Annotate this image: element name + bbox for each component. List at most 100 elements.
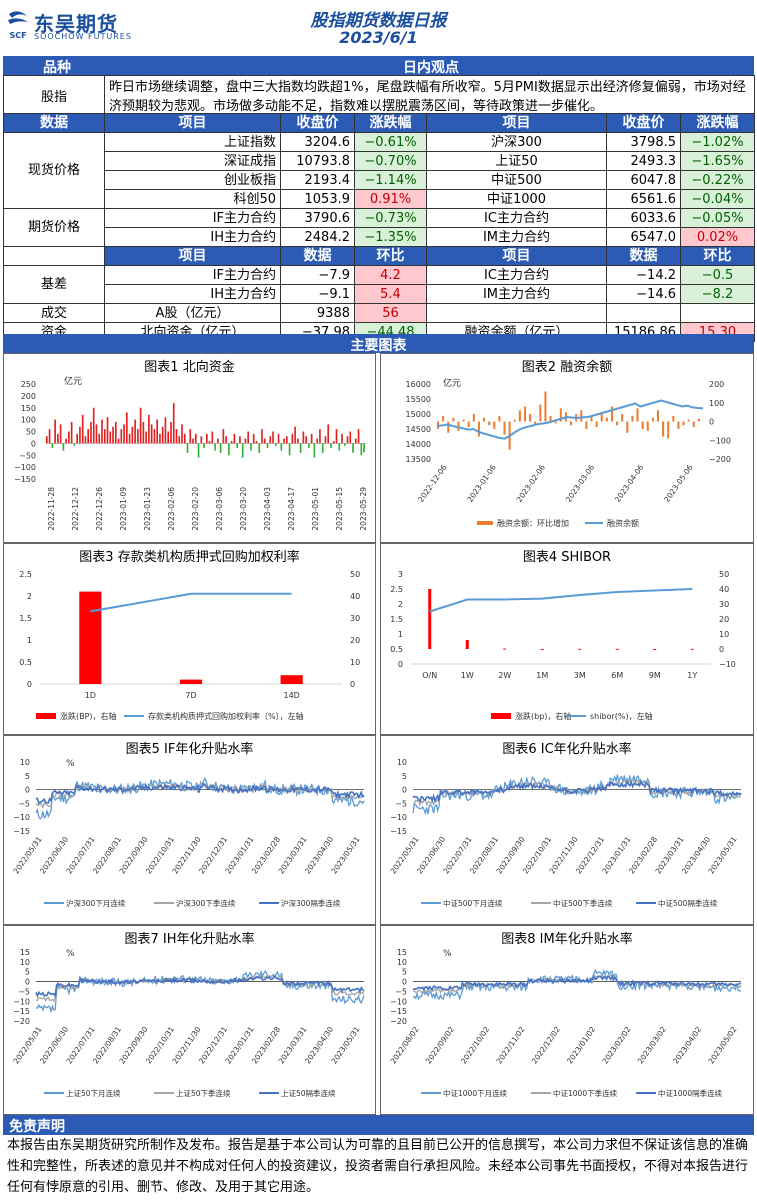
x-category-label: 6M bbox=[611, 671, 623, 680]
northbound-bar bbox=[206, 433, 208, 444]
y-left-tick-label: 2.5 bbox=[19, 570, 32, 579]
legend-label: 沪深300下月连续 bbox=[66, 898, 126, 908]
margin-change-bar bbox=[462, 419, 465, 422]
y-left-tick-label: 2.5 bbox=[390, 585, 403, 594]
price-header-close2: 收盘价 bbox=[606, 113, 681, 133]
margin-change-bar bbox=[447, 421, 450, 433]
y-right-tick-label: 40 bbox=[350, 592, 360, 601]
x-category-label: 3M bbox=[574, 671, 586, 680]
y-right-tick-label: 50 bbox=[350, 570, 360, 579]
spot-row: 科创50 1053.9 0.91% 中证1000 6561.6 −0.04% bbox=[4, 189, 755, 209]
basis-header-item2: 项目 bbox=[426, 246, 607, 266]
x-tick-label: 2022-12-26 bbox=[95, 487, 104, 531]
y-right-tick-label: 20 bbox=[719, 615, 729, 624]
northbound-bar bbox=[283, 438, 285, 444]
report-title: 股指期货数据日报 bbox=[310, 11, 447, 31]
legend-label: 上证50隔季连续 bbox=[281, 1088, 336, 1098]
spot-change-left: −0.61% bbox=[354, 132, 427, 152]
volume-empty-1 bbox=[426, 303, 607, 323]
northbound-bar bbox=[277, 433, 280, 444]
basis-rows: 基差 IF主力合约 −7.9 4.2 IC主力合约 −14.2 −0.5 IH主力合约 −9.1… bbox=[3, 265, 755, 304]
northbound-bar bbox=[327, 424, 330, 444]
northbound-bar bbox=[330, 443, 332, 449]
change-bar bbox=[428, 589, 432, 649]
legend-swatch-bar bbox=[491, 713, 511, 719]
spot-value-right: 2493.3 bbox=[606, 151, 681, 171]
x-tick-label: 2023-04-03 bbox=[263, 487, 272, 531]
northbound-bar bbox=[183, 433, 186, 444]
price-header-data: 数据 bbox=[3, 113, 105, 133]
northbound-bar bbox=[208, 441, 211, 444]
change-bar bbox=[578, 648, 582, 650]
northbound-bar bbox=[316, 438, 318, 444]
northbound-bar bbox=[360, 443, 363, 456]
northbound-bar bbox=[247, 431, 250, 444]
northbound-bar bbox=[236, 443, 238, 449]
spot-value-left: 3204.6 bbox=[280, 132, 355, 152]
northbound-bar bbox=[153, 429, 156, 444]
northbound-bar bbox=[106, 417, 109, 444]
x-tick-label: 2022/11/02 bbox=[494, 1025, 526, 1066]
view-col-opinion: 日内观点 bbox=[403, 60, 459, 76]
basis-label: 基差 bbox=[3, 265, 105, 304]
y-left-tick-label: 1.5 bbox=[19, 614, 32, 623]
volume-empty-2 bbox=[606, 303, 681, 323]
view-label: 股指 bbox=[3, 75, 105, 119]
y-tick-label: −15 bbox=[390, 827, 407, 836]
y-tick-label: 0 bbox=[402, 786, 407, 795]
chart-title: 图表8 IM年化升贴水率 bbox=[501, 932, 633, 947]
margin-change-bar bbox=[605, 417, 608, 422]
northbound-bar bbox=[297, 438, 299, 444]
logo-chinese-name: 东吴期货 bbox=[34, 12, 118, 36]
northbound-bar bbox=[252, 433, 255, 444]
northbound-bar bbox=[219, 443, 222, 453]
chart-panel-8: 图表8 IM年化升贴水率 15 10 5 0 −5 −10 −15 −20% 2022/08/02… bbox=[380, 925, 754, 1115]
northbound-bar bbox=[65, 438, 67, 444]
futures-value-left: 3790.6 bbox=[280, 208, 355, 228]
report-header: SCF 东吴期货 SOOCHOW FUTURES 股指期货数据日报 2023/6… bbox=[0, 0, 757, 52]
legend-label: 中证1000下月连续 bbox=[443, 1088, 508, 1098]
y-tick-label: 200 bbox=[21, 392, 36, 401]
margin-change-bar bbox=[662, 421, 665, 437]
northbound-bar bbox=[131, 426, 134, 444]
basis-item-left: IF主力合约 bbox=[104, 265, 281, 285]
x-category-label: 1M bbox=[536, 671, 548, 680]
y-right-tick-label: 30 bbox=[719, 600, 729, 609]
northbound-bar bbox=[258, 443, 261, 453]
x-category-label: O/N bbox=[422, 671, 437, 680]
y-tick-label: −10 bbox=[13, 813, 30, 822]
x-tick-label: 2022/08/02 bbox=[388, 1025, 420, 1066]
northbound-bar bbox=[161, 426, 164, 444]
northbound-bar bbox=[70, 422, 73, 444]
company-logo: SCF 东吴期货 SOOCHOW FUTURES bbox=[6, 8, 131, 44]
northbound-bar bbox=[150, 424, 153, 444]
northbound-bar bbox=[211, 431, 214, 444]
northbound-bar bbox=[51, 443, 54, 449]
spot-row: 现货价格 上证指数 3204.6 −0.61% 沪深300 3798.5 −1.02% bbox=[3, 132, 755, 209]
x-tick-label: 2023/05/02 bbox=[706, 1025, 738, 1066]
northbound-bar bbox=[139, 407, 142, 444]
y-tick-label: 150 bbox=[21, 404, 36, 413]
y-left-tick-label: 0.5 bbox=[390, 645, 403, 654]
y-tick-label: −15 bbox=[13, 827, 30, 836]
y-left-tick-label: 15500 bbox=[406, 395, 431, 404]
basis-value-left: −9.1 bbox=[280, 284, 355, 304]
y-tick-label: −20 bbox=[390, 1017, 407, 1026]
y-left-tick-label: 16000 bbox=[406, 380, 431, 389]
change-bar bbox=[540, 649, 544, 650]
margin-change-bar bbox=[600, 412, 603, 422]
x-tick-label: 2023/04/02 bbox=[671, 1025, 703, 1066]
x-tick-label: 2023-03-06 bbox=[215, 487, 224, 531]
change-bar bbox=[465, 640, 469, 649]
y-tick-label: 0 bbox=[31, 439, 36, 448]
northbound-bar bbox=[79, 426, 81, 444]
margin-change-bar bbox=[518, 410, 521, 422]
margin-change-bar bbox=[559, 408, 562, 422]
x-tick-label: 2022/12/02 bbox=[530, 1025, 562, 1066]
northbound-bar bbox=[189, 429, 192, 444]
y-tick-label: −150 bbox=[14, 475, 36, 484]
basis-item-right: IM主力合约 bbox=[426, 284, 607, 304]
y-right-tick-label: 10 bbox=[350, 658, 360, 667]
basis-item-left: IH主力合约 bbox=[104, 284, 281, 304]
margin-change-bar bbox=[585, 421, 588, 429]
